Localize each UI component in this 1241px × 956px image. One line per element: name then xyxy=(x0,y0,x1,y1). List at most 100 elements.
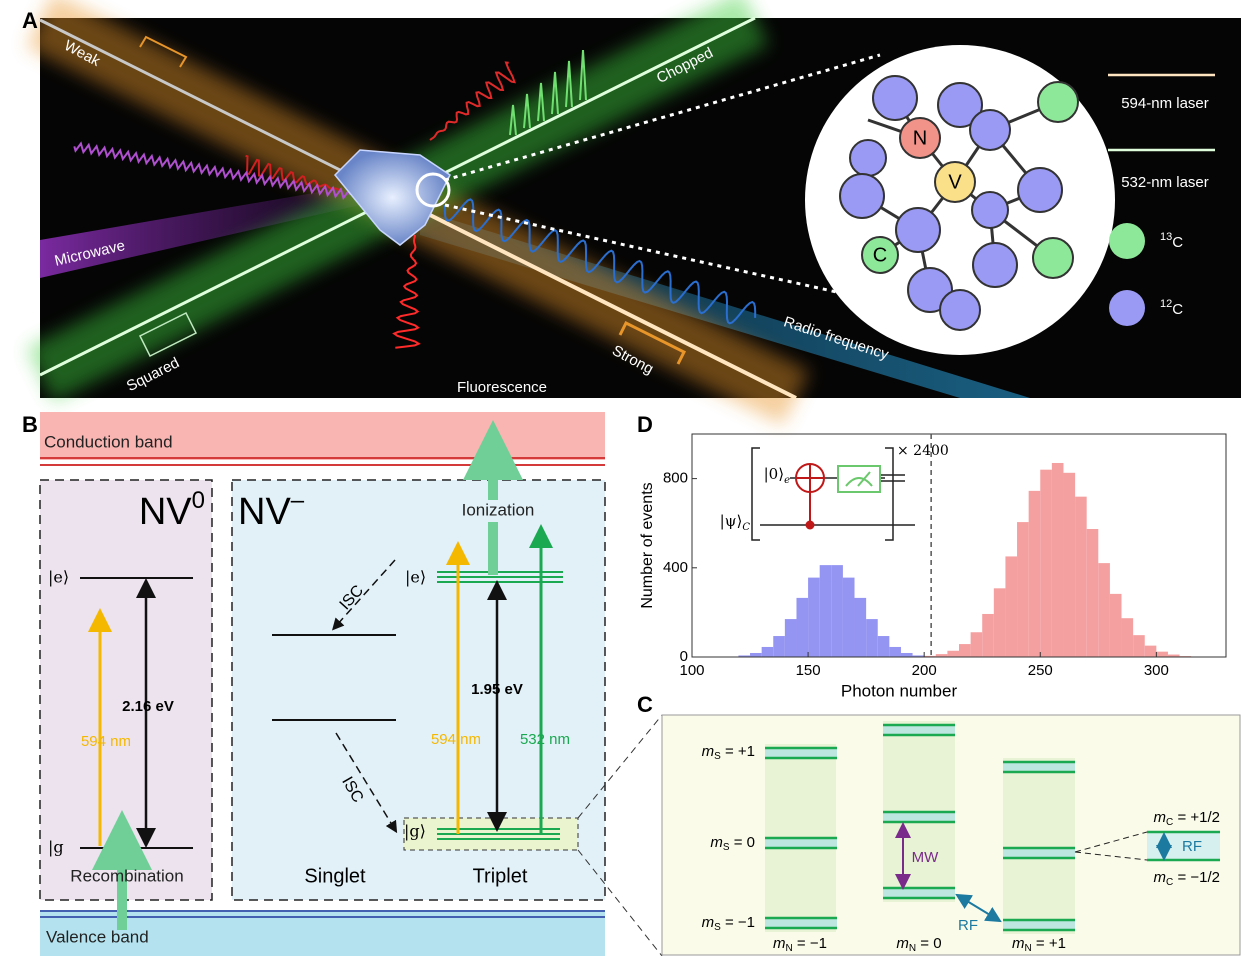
histogram-bar xyxy=(785,619,797,657)
histogram-bar xyxy=(750,653,762,657)
atom-label: N xyxy=(913,127,927,149)
histogram-bar xyxy=(1063,473,1075,657)
panel-a: N V C Weak Chopped Microwave Squared Flu… xyxy=(40,18,1241,398)
histogram-bar xyxy=(1040,470,1052,657)
histogram-bar xyxy=(971,632,983,657)
histogram-bar xyxy=(1017,522,1029,657)
panel-b: B Conduction band Valence band NV0 NV– |… xyxy=(22,412,662,956)
quantum-label: mS = +1 xyxy=(702,743,755,762)
manifold-label: Singlet xyxy=(304,865,366,887)
rf-label: RF xyxy=(1182,838,1202,855)
element: C xyxy=(1172,234,1183,251)
nv0-box xyxy=(40,480,212,900)
value: = −1 xyxy=(721,914,755,931)
value: = −1 xyxy=(793,935,827,952)
state-label: |g xyxy=(48,838,64,857)
histogram-bar xyxy=(947,651,959,657)
wavelength-label: 532 nm xyxy=(520,731,570,748)
state-label: |e⟩ xyxy=(405,568,426,587)
histogram-bar xyxy=(1145,646,1157,657)
value: = −1/2 xyxy=(1173,869,1220,886)
level-band xyxy=(765,918,837,928)
legend-label: 532-nm laser xyxy=(1121,174,1209,191)
y-axis-title: Number of events xyxy=(639,482,656,608)
symbol: m xyxy=(702,743,715,760)
ket: |0⟩ xyxy=(764,465,784,483)
histogram-bar xyxy=(1110,594,1122,657)
level-band xyxy=(765,748,837,758)
process-label: Ionization xyxy=(462,500,535,519)
value: = 0 xyxy=(916,935,941,952)
quantum-label: mC = −1/2 xyxy=(1154,869,1220,888)
level-band xyxy=(883,888,955,898)
subscript: C xyxy=(1166,817,1173,828)
value: = 0 xyxy=(730,834,755,851)
histogram-bar xyxy=(1098,563,1110,657)
histogram-bar xyxy=(866,619,878,657)
state-label: |e⟩ xyxy=(48,568,69,587)
value: = +1/2 xyxy=(1173,809,1220,826)
histogram-bar xyxy=(855,598,867,657)
subscript: N xyxy=(1025,943,1032,954)
value: = +1 xyxy=(1032,935,1066,952)
beam-label: Fluorescence xyxy=(457,379,547,396)
label-charge: – xyxy=(291,487,305,514)
panel-label: B xyxy=(22,412,38,437)
subscript: C xyxy=(742,522,750,533)
quantum-label: mN = 0 xyxy=(896,935,941,954)
carbon-13-atom xyxy=(1033,238,1073,278)
mw-label: MW xyxy=(912,849,939,866)
histogram-bar xyxy=(1052,463,1064,657)
histogram-bar xyxy=(1156,652,1168,657)
histogram-bar xyxy=(843,578,855,657)
mass-number: 13 xyxy=(1160,231,1172,243)
energy-label: 1.95 eV xyxy=(471,681,523,698)
histogram-bar xyxy=(796,598,808,657)
figure: N V C Weak Chopped Microwave Squared Flu… xyxy=(0,0,1241,956)
histogram-bar xyxy=(982,614,994,657)
repeat-label: × 2400 xyxy=(897,443,949,459)
histogram-bar xyxy=(901,653,913,657)
y-tick-label: 400 xyxy=(663,559,688,576)
histogram-bar xyxy=(1005,556,1017,657)
histogram-bar xyxy=(1087,529,1099,657)
ket-label: |0⟩e xyxy=(764,465,790,486)
band-label: Valence band xyxy=(46,927,149,946)
histogram-bar xyxy=(762,647,774,657)
ket-label: |ψ⟩C xyxy=(720,512,751,533)
subscript: N xyxy=(909,943,916,954)
quantum-label: mC = +1/2 xyxy=(1154,809,1220,828)
carbon-13-atom xyxy=(1038,82,1078,122)
rf-label: RF xyxy=(958,917,978,934)
mass-number: 12 xyxy=(1160,298,1172,310)
symbol: m xyxy=(773,935,786,952)
x-axis-title: Photon number xyxy=(841,681,958,700)
subscript: N xyxy=(786,943,793,954)
histogram-bar xyxy=(1133,635,1145,657)
panel-label: D xyxy=(637,412,653,437)
legend-marker xyxy=(1109,223,1145,259)
atom-label: C xyxy=(873,244,887,266)
histogram-bar xyxy=(889,647,901,657)
x-tick-label: 250 xyxy=(1028,662,1053,679)
y-tick-label: 0 xyxy=(680,648,688,665)
level-band xyxy=(1003,920,1075,930)
energy-label: 2.16 eV xyxy=(122,698,174,715)
panel-label: A xyxy=(22,8,38,33)
quantum-label: mS = 0 xyxy=(710,834,755,853)
column xyxy=(1003,758,1075,934)
bracket xyxy=(885,448,893,540)
symbol: m xyxy=(1154,869,1167,886)
histogram-bar xyxy=(1075,497,1087,657)
symbol: m xyxy=(1154,809,1167,826)
state-label: |g⟩ xyxy=(404,822,426,841)
label-base: NV xyxy=(238,491,291,533)
process-label: Recombination xyxy=(70,866,183,885)
histogram-bar xyxy=(831,565,843,657)
manifold-label: Triplet xyxy=(473,865,528,887)
symbol: m xyxy=(896,935,909,952)
band-label: Conduction band xyxy=(44,432,173,451)
level-band xyxy=(1003,848,1075,858)
legend-label: 594-nm laser xyxy=(1121,95,1209,112)
